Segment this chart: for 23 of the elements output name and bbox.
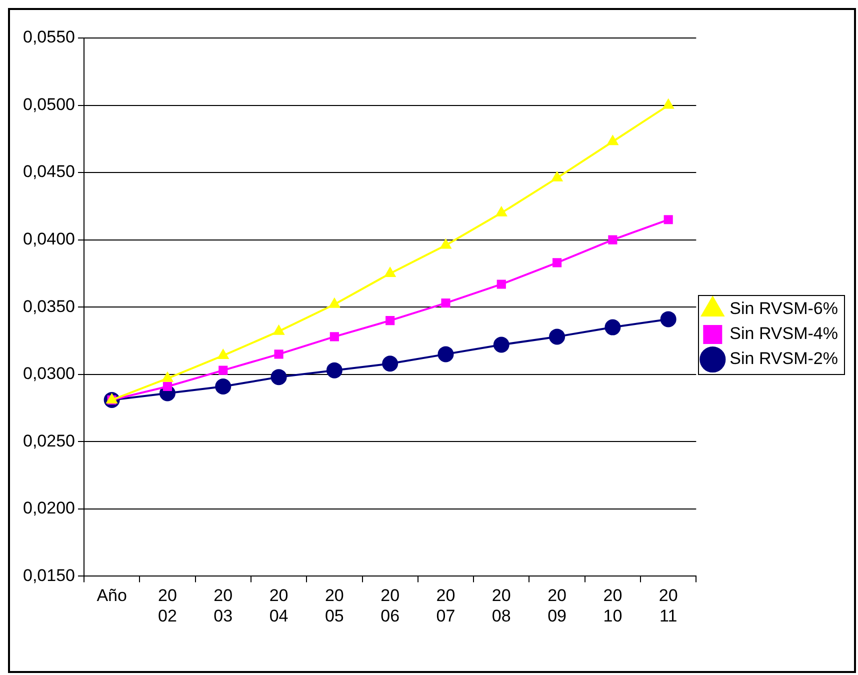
x-tick-label: 2007: [436, 586, 456, 626]
y-tick-label: 0,0300: [22, 364, 75, 384]
y-tick-label: 0,0250: [22, 431, 75, 450]
y-tick-label: 0,0150: [22, 566, 75, 585]
y-tick-label: 0,0350: [22, 296, 75, 316]
x-tick-label: 2009: [548, 586, 566, 626]
x-tick-label: 2006: [380, 586, 400, 626]
x-tick-label: 2002: [158, 586, 177, 626]
x-tick-label: Año: [96, 586, 127, 606]
y-tick-label: 0,0200: [22, 498, 75, 518]
x-tick-label: 2005: [324, 586, 344, 626]
x-tick-label: 2011: [658, 586, 678, 626]
legend-label: Sin RVSM-2%: [730, 349, 838, 368]
legend-label: Sin RVSM-4%: [730, 324, 838, 344]
legend-label: Sin RVSM-6%: [730, 299, 838, 318]
x-tick-label: 2010: [603, 586, 622, 626]
y-tick-label: 0,0400: [22, 230, 75, 249]
x-tick-label: 2008: [492, 586, 511, 626]
y-tick-label: 0,0500: [22, 94, 75, 114]
x-tick-label: 2004: [269, 586, 288, 626]
x-tick-label: 2003: [214, 586, 233, 626]
y-tick-label: 0,0450: [22, 162, 75, 182]
y-tick-label: 0,0550: [22, 28, 75, 47]
